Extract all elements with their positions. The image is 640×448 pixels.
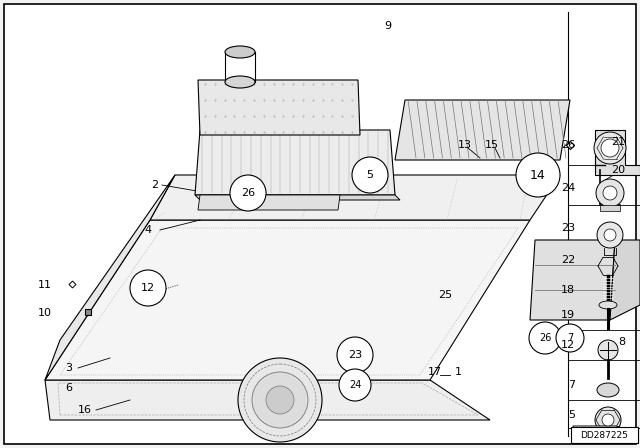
- Circle shape: [516, 153, 560, 197]
- Text: 23: 23: [561, 223, 575, 233]
- Text: 14: 14: [530, 168, 546, 181]
- Circle shape: [252, 372, 308, 428]
- Text: 16: 16: [78, 405, 92, 415]
- Text: 22: 22: [561, 255, 575, 265]
- Text: 4: 4: [145, 225, 152, 235]
- Text: 11: 11: [38, 280, 52, 290]
- Circle shape: [595, 407, 621, 433]
- Circle shape: [604, 229, 616, 241]
- Ellipse shape: [597, 383, 619, 397]
- Circle shape: [238, 358, 322, 442]
- Text: 15: 15: [485, 140, 499, 150]
- Circle shape: [266, 386, 294, 414]
- Circle shape: [230, 175, 266, 211]
- Polygon shape: [595, 130, 640, 175]
- Text: 6: 6: [65, 383, 72, 393]
- Ellipse shape: [599, 301, 617, 309]
- Text: 3: 3: [65, 363, 72, 373]
- Text: 24: 24: [349, 380, 361, 390]
- Text: 13: 13: [458, 140, 472, 150]
- Bar: [600, 205, 620, 211]
- Polygon shape: [195, 130, 395, 195]
- Text: 26: 26: [561, 140, 575, 150]
- Polygon shape: [395, 100, 570, 160]
- Text: 24: 24: [561, 183, 575, 193]
- Circle shape: [556, 324, 584, 352]
- Text: 18: 18: [561, 285, 575, 295]
- FancyBboxPatch shape: [571, 427, 638, 443]
- Text: 10: 10: [38, 308, 52, 318]
- Text: 12: 12: [141, 283, 155, 293]
- Circle shape: [594, 132, 626, 164]
- Text: 7: 7: [567, 333, 573, 343]
- Polygon shape: [198, 195, 340, 210]
- Text: 26: 26: [241, 188, 255, 198]
- Text: 5: 5: [568, 410, 575, 420]
- Polygon shape: [150, 175, 560, 220]
- Ellipse shape: [225, 46, 255, 58]
- Circle shape: [602, 414, 614, 426]
- Ellipse shape: [225, 76, 255, 88]
- Polygon shape: [45, 220, 530, 380]
- Text: 9: 9: [385, 21, 392, 31]
- Text: 25: 25: [438, 290, 452, 300]
- Polygon shape: [45, 175, 175, 380]
- Text: DD287225: DD287225: [580, 431, 628, 439]
- Polygon shape: [573, 435, 636, 443]
- Text: 21: 21: [611, 137, 625, 147]
- Circle shape: [597, 222, 623, 248]
- Circle shape: [598, 340, 618, 360]
- Text: 5: 5: [367, 170, 374, 180]
- Text: 1: 1: [454, 367, 461, 377]
- Text: 20: 20: [611, 165, 625, 175]
- Text: 7: 7: [568, 380, 575, 390]
- Text: 17: 17: [428, 367, 442, 377]
- Circle shape: [130, 270, 166, 306]
- Polygon shape: [198, 80, 360, 135]
- Text: 12: 12: [561, 340, 575, 350]
- Polygon shape: [530, 240, 615, 320]
- Circle shape: [596, 179, 624, 207]
- Polygon shape: [45, 380, 490, 420]
- Circle shape: [339, 369, 371, 401]
- Text: 2: 2: [151, 180, 158, 190]
- Text: 23: 23: [348, 350, 362, 360]
- Circle shape: [529, 322, 561, 354]
- Circle shape: [603, 186, 617, 200]
- Circle shape: [337, 337, 373, 373]
- Text: 8: 8: [618, 337, 625, 347]
- Text: 26: 26: [539, 333, 551, 343]
- Polygon shape: [195, 195, 400, 200]
- Polygon shape: [573, 426, 636, 435]
- Circle shape: [352, 157, 388, 193]
- Text: 19: 19: [561, 310, 575, 320]
- Polygon shape: [610, 240, 640, 320]
- Circle shape: [601, 139, 619, 157]
